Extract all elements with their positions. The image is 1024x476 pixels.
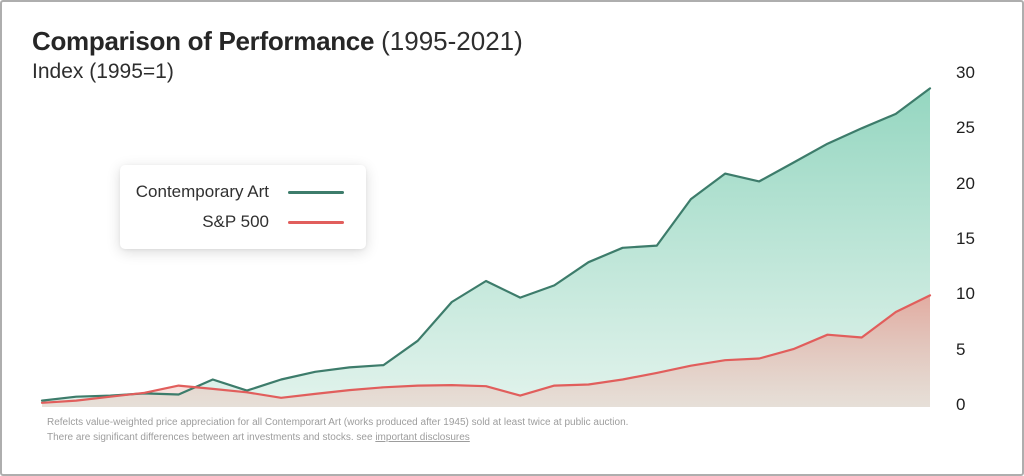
contemporary-art-line (40, 87, 932, 402)
y-axis-tick-label-20: 20 (956, 173, 975, 193)
legend-label-sp500: S&P 500 (202, 212, 269, 231)
y-axis-tick-label-25: 25 (956, 118, 975, 138)
footnote: Refelcts value-weighted price appreciati… (47, 416, 628, 445)
s-p-500-area (42, 295, 930, 407)
chart-legend: Contemporary Art S&P 500 (120, 165, 366, 249)
y-axis-tick-label-15: 15 (956, 228, 975, 248)
contemporary-art-line-swatch (288, 190, 344, 194)
legend-label-contemporary-art: Contemporary Art (135, 182, 269, 201)
important-disclosures-link[interactable]: important disclosures (375, 431, 470, 443)
chart-subtitle: Index (1995=1) (32, 60, 174, 83)
y-axis-tick-label-0: 0 (956, 395, 966, 414)
y-axis-tick-label-30: 30 (956, 62, 975, 82)
page-title: Comparison of Performance (1995-2021) (32, 26, 523, 57)
legend-item-contemporary-art: Contemporary Art (134, 180, 344, 204)
footnote-line2-text: There are significant differences betwee… (47, 431, 376, 443)
y-axis-tick-label-10: 10 (956, 284, 975, 304)
footnote-line2: There are significant differences betwee… (47, 431, 628, 446)
footnote-line1: Refelcts value-weighted price appreciati… (47, 417, 629, 428)
title-main: Comparison of Performance (32, 26, 375, 56)
legend-item-sp500: S&P 500 (134, 210, 344, 234)
s-p-500-line (40, 294, 932, 404)
title-period: (1995-2021) (381, 26, 523, 56)
contemporary-art-area (42, 88, 930, 408)
y-axis-tick-label-5: 5 (956, 339, 966, 359)
sp500-line-swatch (288, 220, 344, 224)
